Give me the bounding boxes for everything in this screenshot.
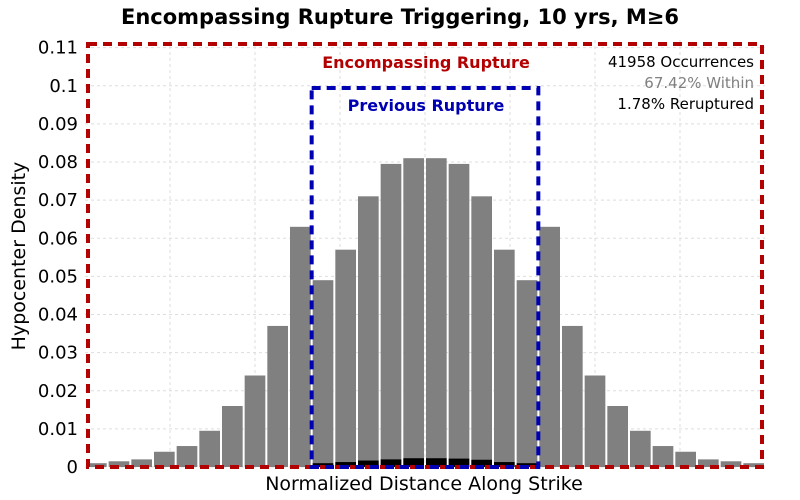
previous-rupture-label: Previous Rupture <box>348 96 505 115</box>
y-tick-label: 0 <box>67 457 78 478</box>
bar-hypocenter-density <box>630 430 651 467</box>
bar-hypocenter-density <box>494 249 515 467</box>
bar-hypocenter-density <box>448 163 470 467</box>
bar-hypocenter-density <box>584 375 606 467</box>
y-tick-label: 0.06 <box>38 228 78 249</box>
encompassing-rupture-box <box>86 42 764 469</box>
bar-hypocenter-density <box>222 406 243 467</box>
bar-reruptured <box>403 458 424 467</box>
bar-hypocenter-density <box>312 280 334 467</box>
bar-hypocenter-density <box>199 430 220 467</box>
y-tick-label: 0.02 <box>38 381 78 402</box>
bar-hypocenter-density <box>743 463 764 467</box>
bar-hypocenter-density <box>380 163 402 467</box>
bar-reruptured <box>335 462 356 467</box>
y-tick-label: 0.07 <box>38 190 78 211</box>
bar-hypocenter-density <box>426 158 447 467</box>
bar-reruptured <box>380 459 402 467</box>
bar-hypocenter-density <box>539 226 560 467</box>
bar-hypocenter-density <box>335 249 356 467</box>
y-tick-label: 0.09 <box>38 114 78 135</box>
y-axis-label: Hypocenter Density <box>8 162 30 351</box>
reruptured-text: 1.78% Reruptured <box>617 95 754 113</box>
bar-hypocenter-density <box>607 406 628 467</box>
x-axis-label: Normalized Distance Along Strike <box>265 473 583 495</box>
y-tick-label: 0.08 <box>38 152 78 173</box>
bar-hypocenter-density <box>267 325 288 467</box>
y-axis-ticks: 0 0.01 0.02 0.03 0.04 0.05 0.06 0.07 0.08 0.09 0.1… <box>38 38 78 478</box>
y-tick-label: 0.04 <box>38 305 78 326</box>
occurrences-text: 41958 Occurrences <box>608 53 754 71</box>
bar-hypocenter-density <box>516 280 538 467</box>
bar-hypocenter-density <box>290 226 311 467</box>
bar-hypocenter-density <box>698 459 719 467</box>
y-tick-label: 0.11 <box>38 38 78 59</box>
bars <box>86 158 764 467</box>
encompassing-rupture-label: Encompassing Rupture <box>322 53 530 72</box>
bar-hypocenter-density <box>358 196 379 467</box>
bar-hypocenter-density <box>471 196 492 467</box>
bar-hypocenter-density <box>720 461 742 467</box>
chart-title: Encompassing Rupture Triggering, 10 yrs,… <box>121 5 679 29</box>
bar-reruptured <box>426 458 447 467</box>
bar-hypocenter-density <box>675 451 696 467</box>
bar-reruptured <box>494 462 515 467</box>
bar-reruptured <box>448 458 470 467</box>
bar-hypocenter-density <box>652 446 674 467</box>
bar-hypocenter-density <box>562 325 583 467</box>
previous-rupture-box <box>309 86 541 469</box>
bar-hypocenter-density <box>154 451 175 467</box>
y-tick-label: 0.03 <box>38 343 78 364</box>
bar-hypocenter-density <box>244 375 266 467</box>
within-text: 67.42% Within <box>644 74 754 92</box>
y-tick-label: 0.1 <box>49 76 78 97</box>
y-tick-label: 0.01 <box>38 419 78 440</box>
bar-hypocenter-density <box>403 158 424 467</box>
bar-reruptured <box>358 460 379 467</box>
bar-hypocenter-density <box>176 446 198 467</box>
y-tick-label: 0.05 <box>38 266 78 287</box>
bar-hypocenter-density <box>131 459 152 467</box>
bar-hypocenter-density <box>108 461 130 467</box>
bar-reruptured <box>471 459 492 467</box>
